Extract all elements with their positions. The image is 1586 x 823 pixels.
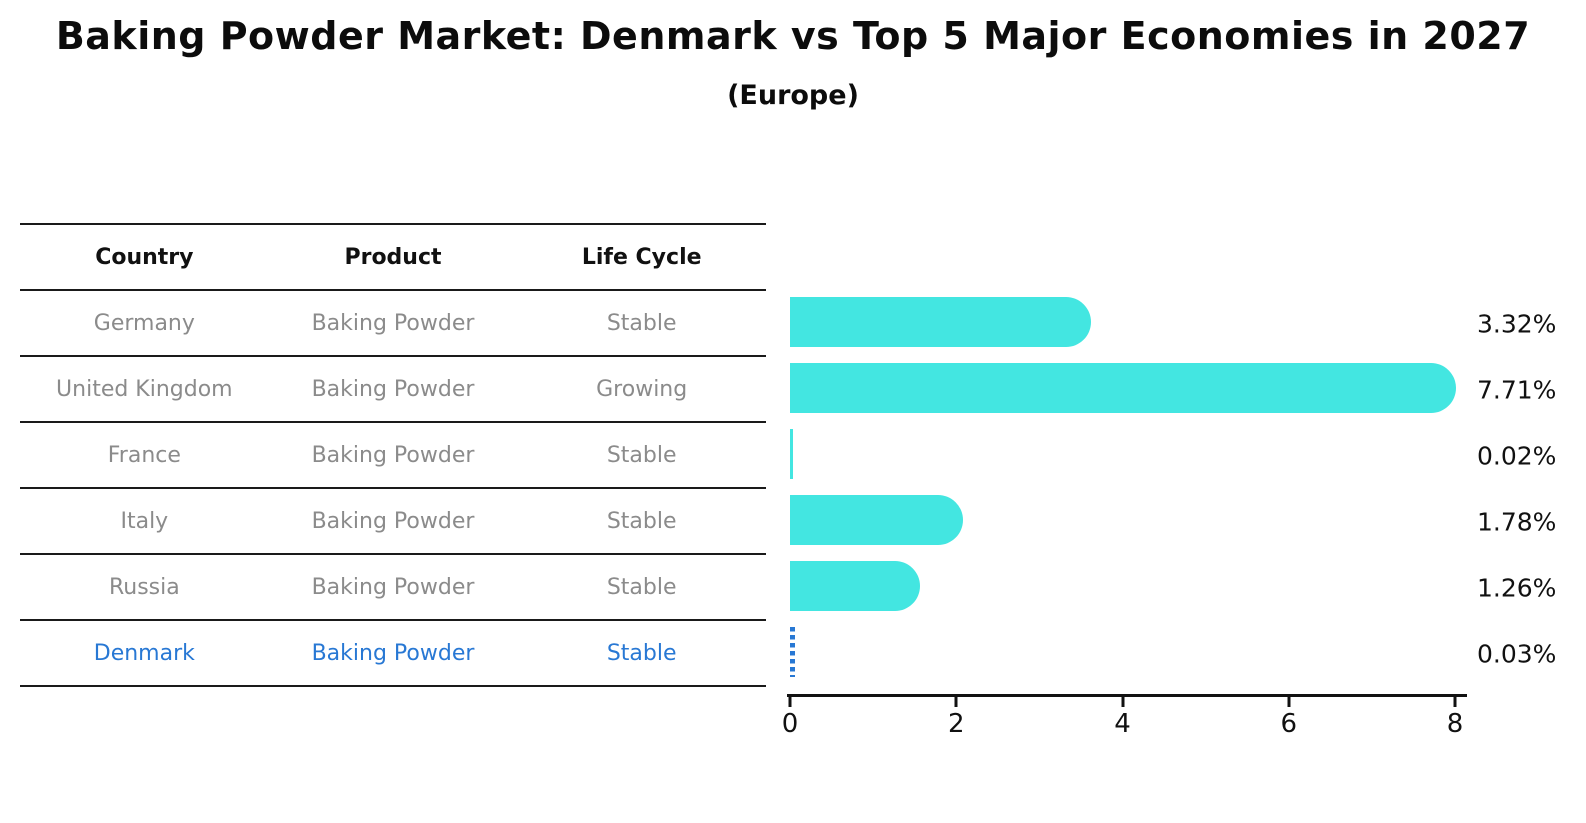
table-cell-country: Italy [120, 508, 169, 534]
country-table: Country Product Life Cycle Germany Baking… [20, 223, 766, 687]
x-axis-tick-label-2: 2 [947, 709, 965, 739]
x-axis-tick-label-6: 6 [1280, 709, 1298, 739]
table-cell-lifecycle: Stable [606, 640, 677, 666]
page-subtitle: (Europe) [727, 80, 859, 111]
x-axis-line [787, 694, 1467, 697]
table-cell-lifecycle: Growing [596, 376, 688, 402]
table-cell-product: Baking Powder [311, 640, 475, 666]
table-cell-country: Russia [108, 574, 180, 600]
x-axis-tick-6 [1287, 697, 1291, 707]
table-row-denmark: Denmark Baking Powder Stable [20, 621, 766, 687]
x-axis-tick-label-0: 0 [781, 709, 799, 739]
table-cell-product: Baking Powder [311, 376, 475, 402]
bar-value-label-italy: 1.78% [1477, 507, 1557, 537]
bar-value-label-united-kingdom: 7.71% [1477, 375, 1557, 405]
x-axis-tick-label-8: 8 [1446, 709, 1464, 739]
table-cell-country: Germany [93, 310, 195, 336]
table-row-germany: Germany Baking Powder Stable [20, 291, 766, 357]
bar-france [790, 429, 793, 479]
bar-denmark [790, 627, 795, 677]
column-header-country: Country [95, 244, 194, 270]
x-axis-tick-2 [954, 697, 958, 707]
table-cell-country: Denmark [93, 640, 195, 666]
table-cell-product: Baking Powder [311, 442, 475, 468]
bar-italy [790, 495, 963, 545]
table-cell-country: United Kingdom [56, 376, 233, 402]
page-title: Baking Powder Market: Denmark vs Top 5 M… [55, 14, 1531, 58]
table-cell-lifecycle: Stable [606, 442, 677, 468]
table-row-italy: Italy Baking Powder Stable [20, 489, 766, 555]
table-cell-country: France [107, 442, 181, 468]
table-cell-product: Baking Powder [311, 574, 475, 600]
column-header-product: Product [344, 244, 442, 270]
table-cell-product: Baking Powder [311, 508, 475, 534]
table-row-russia: Russia Baking Powder Stable [20, 555, 766, 621]
table-cell-lifecycle: Stable [606, 574, 677, 600]
bar-germany [790, 297, 1091, 347]
table-header-row: Country Product Life Cycle [20, 225, 766, 291]
x-axis-tick-0 [788, 697, 792, 707]
table-row-france: France Baking Powder Stable [20, 423, 766, 489]
bar-value-label-france: 0.02% [1477, 441, 1557, 471]
bar-value-label-germany: 3.32% [1477, 309, 1557, 339]
x-axis-tick-label-4: 4 [1114, 709, 1131, 739]
table-cell-lifecycle: Stable [606, 310, 677, 336]
x-axis-tick-8 [1453, 697, 1457, 707]
x-axis-tick-4 [1121, 697, 1124, 707]
table-cell-lifecycle: Stable [606, 508, 677, 534]
table-body: Germany Baking Powder Stable United Kingdom… [20, 291, 766, 687]
bar-value-label-russia: 1.26% [1477, 573, 1557, 603]
table-row-united-kingdom: United Kingdom Baking Powder Growing [20, 357, 766, 423]
bar-russia [790, 561, 920, 611]
bar-value-label-denmark: 0.03% [1477, 639, 1557, 669]
column-header-lifecycle: Life Cycle [581, 244, 702, 270]
bar-united-kingdom [790, 363, 1456, 413]
table-cell-product: Baking Powder [311, 310, 475, 336]
